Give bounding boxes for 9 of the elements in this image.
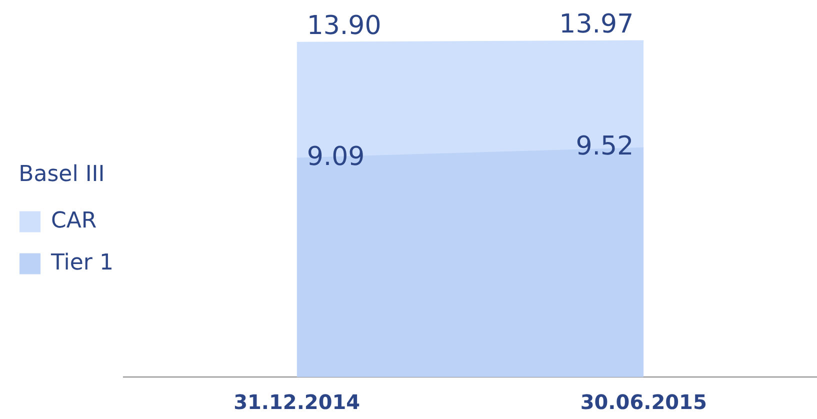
data-label: 9.52	[576, 132, 634, 162]
x-tick-label: 30.06.2015	[580, 390, 707, 414]
data-label: 13.97	[559, 9, 634, 40]
legend-label: CAR	[51, 208, 97, 234]
data-label: 13.90	[306, 11, 382, 42]
x-tick-label: 31.12.2014	[234, 390, 360, 414]
legend-title: Basel III	[18, 162, 105, 188]
legend-label: Tier 1	[50, 250, 114, 276]
data-label: 9.09	[306, 142, 365, 172]
